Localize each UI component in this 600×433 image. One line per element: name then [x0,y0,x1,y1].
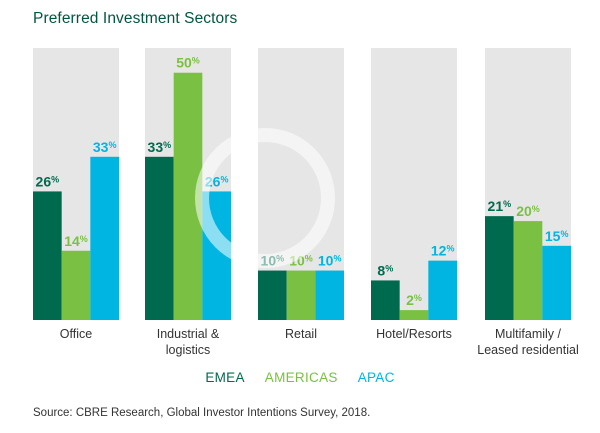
chart-title: Preferred Investment Sectors [33,10,238,27]
data-label: 8% [377,262,393,278]
data-label: 2% [406,292,422,308]
bar [202,191,231,320]
category-label: Multifamily / Leased residential [477,327,578,357]
bar [90,156,119,320]
bar [61,250,91,320]
data-label: 26% [36,173,60,189]
category-label: Industrial & logistics [157,327,220,357]
data-label: 15% [545,228,569,244]
bar [145,156,174,320]
category-label: Retail [285,327,317,341]
bar [513,221,543,320]
category-label: Hotel/Resorts [376,327,452,341]
bar [485,216,514,320]
bar [542,245,571,320]
data-label: 12% [431,243,455,259]
bar [33,191,62,320]
data-label: 33% [93,139,117,155]
data-label: 50% [176,55,200,71]
category-label: Office [60,327,92,341]
legend-item-emea: EMEA [205,370,245,385]
data-label: 14% [64,233,88,249]
bar [173,72,203,321]
bar [258,270,287,320]
bar [371,280,400,320]
bar [428,260,457,320]
data-label: 21% [488,198,512,214]
bar [286,270,316,320]
data-label: 33% [148,139,172,155]
data-label: 20% [516,203,540,219]
legend: EMEA AMERICAS APAC [0,370,600,385]
legend-item-americas: AMERICAS [264,370,338,385]
bar [399,310,429,320]
bar [315,270,344,320]
legend-item-apac: APAC [357,370,395,385]
source-note: Source: CBRE Research, Global Investor I… [33,407,371,419]
